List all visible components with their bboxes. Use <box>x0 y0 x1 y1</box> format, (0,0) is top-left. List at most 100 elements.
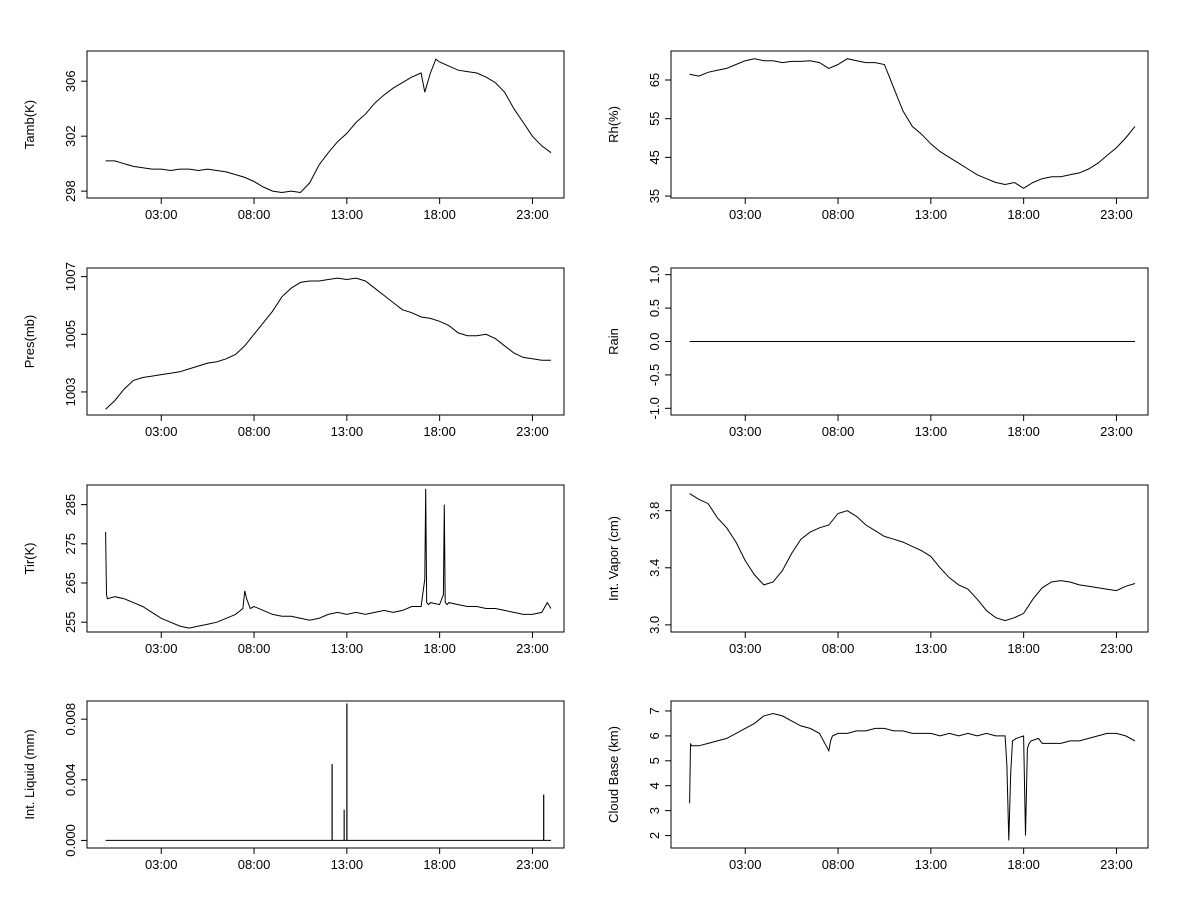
y-tick-label: 306 <box>63 70 78 92</box>
x-tick-label: 18:00 <box>423 857 456 872</box>
y-tick-label: 0.5 <box>647 299 662 317</box>
series-line <box>689 712 1136 841</box>
plot-frame <box>670 484 1149 633</box>
x-tick-label: 08:00 <box>822 641 855 656</box>
y-tick-label: 1003 <box>63 377 78 406</box>
y-tick-label: 0.000 <box>63 824 78 857</box>
x-tick-label: 18:00 <box>423 424 456 439</box>
y-tick-label: 0.004 <box>63 764 78 797</box>
chart-panel-5: 03:00 08:00 13:00 18:00 23:00 255 265 275 285 Tir… <box>22 484 565 656</box>
y-tick-label: 65 <box>647 73 662 87</box>
y-tick-label: 45 <box>647 150 662 164</box>
x-tick-label: 13:00 <box>331 424 364 439</box>
x-tick-label: 18:00 <box>1007 424 1040 439</box>
series-line <box>105 277 551 410</box>
y-tick-label: 298 <box>63 180 78 202</box>
x-tick-label: 23:00 <box>516 207 549 222</box>
y-tick-label: 7 <box>647 707 662 714</box>
x-tick-label: 18:00 <box>1007 641 1040 656</box>
chart-panel-8: 03:00 08:00 13:00 18:00 23:00 2 3 4 5 6 7 Cloud Bas… <box>606 700 1149 872</box>
x-tick-label: 03:00 <box>729 207 762 222</box>
x-tick-label: 13:00 <box>915 424 948 439</box>
plot-frame <box>670 50 1149 199</box>
plot-frame <box>86 700 565 849</box>
x-tick-label: 03:00 <box>145 207 178 222</box>
x-tick-label: 23:00 <box>516 857 549 872</box>
x-tick-label: 13:00 <box>915 641 948 656</box>
series-line <box>105 488 552 629</box>
y-tick-label: 275 <box>63 533 78 555</box>
y-tick-label: 3.0 <box>647 616 662 634</box>
x-tick-label: 03:00 <box>729 424 762 439</box>
plot-frame <box>86 484 565 633</box>
x-tick-label: 18:00 <box>423 207 456 222</box>
chart-panel-1: 03:00 08:00 13:00 18:00 23:00 298 302 306 Tamb(K… <box>22 50 565 222</box>
y-tick-label: 5 <box>647 757 662 764</box>
y-axis-label: Pres(mb) <box>22 315 37 368</box>
y-axis-label: Int. Vapor (cm) <box>606 516 621 601</box>
y-tick-label: 265 <box>63 572 78 594</box>
x-tick-label: 08:00 <box>822 424 855 439</box>
chart-panel-4: 03:00 08:00 13:00 18:00 23:00 -1.0 -0.5 0.0 0.5 1… <box>606 266 1149 439</box>
x-tick-label: 03:00 <box>145 857 178 872</box>
y-tick-label: 0.0 <box>647 332 662 350</box>
y-axis-label: Rain <box>606 328 621 355</box>
x-tick-label: 18:00 <box>423 641 456 656</box>
series-line <box>689 58 1136 189</box>
y-tick-label: 4 <box>647 782 662 789</box>
x-tick-label: 13:00 <box>915 207 948 222</box>
y-axis-label: Cloud Base (km) <box>606 726 621 823</box>
chart-panel-6: 03:00 08:00 13:00 18:00 23:00 3.0 3.4 3.8 Int. V… <box>606 484 1149 656</box>
chart-panel-3: 03:00 08:00 13:00 18:00 23:00 1003 1005 1007 Pre… <box>22 262 565 439</box>
y-tick-label: 3.4 <box>647 559 662 577</box>
x-tick-label: 13:00 <box>331 857 364 872</box>
y-tick-label: 55 <box>647 111 662 125</box>
x-tick-label: 03:00 <box>145 641 178 656</box>
x-tick-label: 18:00 <box>1007 857 1040 872</box>
x-tick-label: 03:00 <box>729 641 762 656</box>
x-tick-label: 13:00 <box>331 207 364 222</box>
series-line <box>689 493 1136 622</box>
x-tick-label: 18:00 <box>1007 207 1040 222</box>
x-tick-label: 23:00 <box>1100 641 1133 656</box>
y-tick-label: 285 <box>63 494 78 516</box>
chart-panel-7: 03:00 08:00 13:00 18:00 23:00 0.000 0.004 0.008… <box>22 700 565 872</box>
x-tick-label: 08:00 <box>238 207 271 222</box>
y-tick-label: 0.008 <box>63 703 78 736</box>
x-tick-label: 08:00 <box>238 857 271 872</box>
y-axis-label: Tir(K) <box>22 542 37 574</box>
y-tick-label: 255 <box>63 611 78 633</box>
y-tick-label: 6 <box>647 732 662 739</box>
x-tick-label: 08:00 <box>238 641 271 656</box>
series-line <box>105 703 551 841</box>
plot-frame <box>670 700 1149 849</box>
x-tick-label: 23:00 <box>516 424 549 439</box>
y-axis-label: Rh(%) <box>606 106 621 143</box>
x-tick-label: 08:00 <box>822 207 855 222</box>
x-tick-label: 13:00 <box>331 641 364 656</box>
y-tick-label: -0.5 <box>647 364 662 386</box>
y-tick-label: 302 <box>63 125 78 147</box>
x-tick-label: 23:00 <box>516 641 549 656</box>
y-tick-label: 3.8 <box>647 502 662 520</box>
chart-panel-2: 03:00 08:00 13:00 18:00 23:00 35 45 55 65 Rh(%) <box>606 50 1149 222</box>
series-line <box>105 58 552 194</box>
y-tick-label: 3 <box>647 807 662 814</box>
x-tick-label: 03:00 <box>145 424 178 439</box>
y-axis-label: Tamb(K) <box>22 100 37 149</box>
x-tick-label: 08:00 <box>238 424 271 439</box>
y-tick-label: 2 <box>647 832 662 839</box>
x-tick-label: 08:00 <box>822 857 855 872</box>
x-tick-label: 03:00 <box>729 857 762 872</box>
x-tick-label: 23:00 <box>1100 207 1133 222</box>
y-tick-label: -1.0 <box>647 397 662 419</box>
y-axis-label: Int. Liquid (mm) <box>22 729 37 819</box>
x-tick-label: 13:00 <box>915 857 948 872</box>
y-tick-label: 35 <box>647 189 662 203</box>
y-tick-label: 1.0 <box>647 266 662 284</box>
x-tick-label: 23:00 <box>1100 424 1133 439</box>
x-tick-label: 23:00 <box>1100 857 1133 872</box>
plot-frame <box>86 50 565 199</box>
y-tick-label: 1005 <box>63 320 78 349</box>
